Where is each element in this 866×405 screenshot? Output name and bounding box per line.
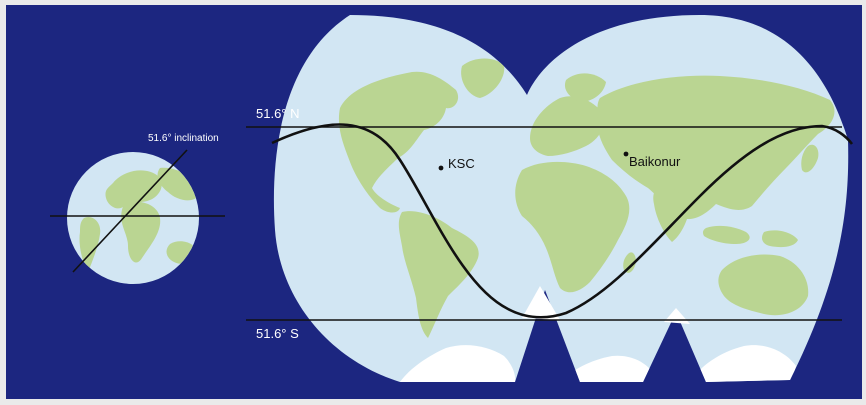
site-baikonur: Baikonur xyxy=(623,151,681,169)
baikonur-marker xyxy=(623,151,629,157)
land-south-america xyxy=(398,211,479,338)
south-latitude-label: 51.6° S xyxy=(256,326,299,341)
land-asia xyxy=(597,75,835,220)
land-australia xyxy=(718,254,809,316)
globe-land-asia xyxy=(157,167,198,201)
orbit-ground-track xyxy=(271,123,854,319)
land-europe xyxy=(530,96,605,156)
land-north-america xyxy=(338,71,459,213)
land-new-guinea xyxy=(762,230,798,248)
inclination-label: 51.6° inclination xyxy=(148,133,219,144)
globe-land-south-america xyxy=(79,216,101,272)
land-greenland xyxy=(461,58,505,98)
land-japan xyxy=(801,144,819,173)
antarctica-ice-west xyxy=(400,345,516,382)
ksc-marker xyxy=(438,165,444,171)
globe-land-europe xyxy=(105,170,162,209)
land-madagascar xyxy=(623,252,636,273)
land-africa xyxy=(515,161,630,293)
ksc-label: KSC xyxy=(448,156,475,171)
baikonur-label: Baikonur xyxy=(629,154,681,169)
antarctica-ice-center xyxy=(560,355,654,382)
globe-inclination-line xyxy=(72,149,188,273)
land-scandinavia xyxy=(564,73,606,102)
globe-land-africa xyxy=(121,201,161,263)
antarctica-ice-east xyxy=(690,345,796,382)
world-map xyxy=(273,15,849,382)
land-indonesia xyxy=(702,225,750,244)
ice-wedge-left xyxy=(522,286,560,320)
land-india xyxy=(653,186,690,242)
north-latitude-label: 51.6° N xyxy=(256,106,300,121)
site-ksc: KSC xyxy=(438,156,475,171)
